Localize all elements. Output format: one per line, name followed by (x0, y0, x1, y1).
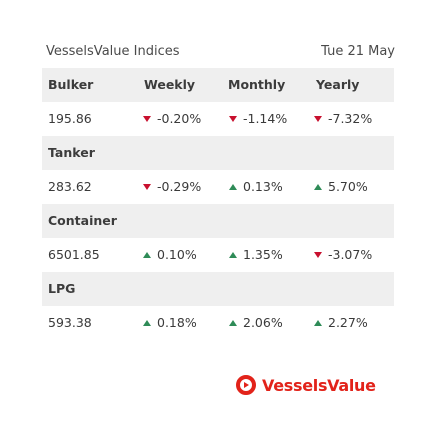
weekly-change: 0.10% (143, 238, 197, 272)
triangle-up-icon (314, 319, 322, 326)
triangle-up-icon (143, 319, 151, 326)
section-row-tanker: Tanker (42, 136, 394, 170)
triangle-up-icon (229, 319, 237, 326)
weekly-change: -0.29% (143, 170, 201, 204)
vesselsvalue-logo: VesselsValue (236, 372, 376, 398)
indices-header: VesselsValue Indices Tue 21 May (46, 44, 395, 62)
table-header-row: Bulker Weekly Monthly Yearly (42, 68, 394, 102)
triangle-down-icon (229, 115, 237, 122)
triangle-down-icon (314, 115, 322, 122)
table-row: 6501.85 0.10% 1.35% -3.07% (42, 238, 394, 272)
indices-title: VesselsValue Indices (46, 44, 180, 59)
triangle-up-icon (314, 183, 322, 190)
triangle-up-icon (229, 251, 237, 258)
section-row-lpg: LPG (42, 272, 394, 306)
section-title: Container (48, 213, 117, 228)
index-value: 593.38 (48, 315, 92, 330)
table-row: 593.38 0.18% 2.06% 2.27% (42, 306, 394, 340)
index-value: 283.62 (48, 179, 92, 194)
indices-date: Tue 21 May (321, 44, 395, 59)
table-row: 195.86 -0.20% -1.14% -7.32% (42, 102, 394, 136)
triangle-down-icon (143, 115, 151, 122)
monthly-change: -1.14% (229, 102, 287, 136)
column-header-yearly: Yearly (316, 77, 360, 92)
yearly-change: -3.07% (314, 238, 372, 272)
triangle-down-icon (314, 251, 322, 258)
index-value: 195.86 (48, 111, 92, 126)
monthly-change: 2.06% (229, 306, 283, 340)
monthly-change: 1.35% (229, 238, 283, 272)
yearly-change: -7.32% (314, 102, 372, 136)
section-title: LPG (48, 281, 76, 296)
section-title: Tanker (48, 145, 95, 160)
section-row-container: Container (42, 204, 394, 238)
triangle-down-icon (143, 183, 151, 190)
monthly-change: 0.13% (229, 170, 283, 204)
weekly-change: -0.20% (143, 102, 201, 136)
section-title-bulker: Bulker (48, 77, 94, 92)
column-header-monthly: Monthly (228, 77, 286, 92)
yearly-change: 2.27% (314, 306, 368, 340)
yearly-change: 5.70% (314, 170, 368, 204)
triangle-up-icon (143, 251, 151, 258)
indices-table: Bulker Weekly Monthly Yearly 195.86 -0.2… (42, 68, 394, 340)
column-header-weekly: Weekly (144, 77, 196, 92)
weekly-change: 0.18% (143, 306, 197, 340)
table-row: 283.62 -0.29% 0.13% 5.70% (42, 170, 394, 204)
index-value: 6501.85 (48, 247, 100, 262)
vesselsvalue-logo-icon (236, 375, 256, 395)
triangle-up-icon (229, 183, 237, 190)
logo-wordmark: VesselsValue (262, 375, 376, 395)
